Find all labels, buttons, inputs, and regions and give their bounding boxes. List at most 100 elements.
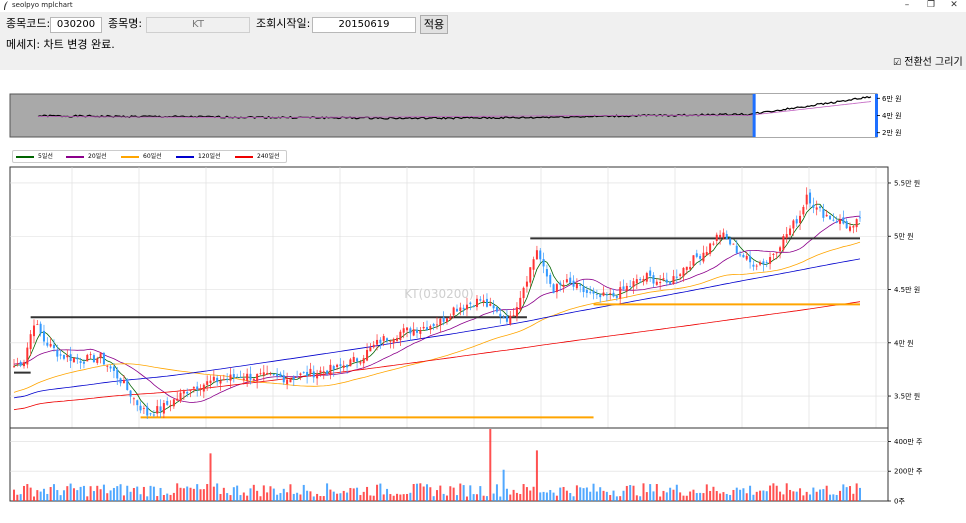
volume-bar	[172, 492, 175, 501]
turning-line-checkbox[interactable]: ☑ 전환선 그리기	[893, 56, 963, 70]
candle-body	[146, 406, 149, 416]
volume-bar	[382, 494, 385, 501]
candle-body	[529, 267, 532, 283]
volume-bar	[319, 496, 322, 501]
candle-body	[615, 295, 618, 298]
candle-body	[342, 365, 345, 368]
candle-body	[825, 214, 828, 217]
volume-bar	[462, 485, 465, 501]
volume-ytick-label: 200만 주	[894, 467, 923, 476]
volume-bar	[342, 490, 345, 501]
volume-bar	[575, 485, 578, 501]
volume-bar	[792, 491, 795, 501]
candle-body	[96, 358, 99, 363]
candle-body	[392, 338, 395, 344]
candle-body	[82, 361, 85, 364]
candle-body	[129, 390, 132, 397]
volume-bar	[139, 494, 142, 501]
close-button[interactable]: ✕	[950, 0, 958, 10]
start-date-input[interactable]: 20150619	[312, 17, 416, 33]
candle-body	[622, 286, 625, 289]
volume-bar	[562, 486, 565, 501]
candle-body	[372, 344, 375, 348]
volume-bar	[459, 483, 462, 501]
candle-body	[472, 306, 475, 308]
maximize-button[interactable]: ❐	[926, 0, 936, 10]
candle-body	[216, 377, 219, 383]
candle-body	[102, 352, 105, 365]
volume-ytick-label: 400만 주	[894, 437, 923, 446]
volume-bar	[152, 486, 155, 501]
candle-body	[62, 354, 65, 359]
candle-body	[469, 302, 472, 305]
candle-body	[192, 387, 195, 389]
candle-body	[632, 281, 635, 287]
volume-bar	[525, 487, 528, 501]
chart-canvas[interactable]: 6만 원 4만 원 2만 원 KT(030200) 5.5만 원 5만 원 4.5만 원 4만…	[0, 70, 966, 523]
volume-bar	[272, 488, 275, 501]
volume-bar	[825, 485, 828, 501]
volume-bar	[665, 492, 668, 501]
volume-bar	[595, 491, 598, 501]
volume-bar	[849, 486, 852, 501]
volume-bar	[659, 496, 662, 501]
candle-body	[559, 282, 562, 285]
apply-button[interactable]: 적용	[420, 15, 448, 34]
volume-bar	[346, 492, 349, 501]
candle-body	[179, 392, 182, 402]
candle-body	[356, 358, 359, 362]
checkbox-mark-icon[interactable]: ☑	[893, 58, 902, 68]
volume-bar	[432, 496, 435, 501]
volume-bar	[86, 496, 89, 501]
candle-body	[36, 324, 39, 326]
candle-body	[722, 232, 725, 238]
main-ytick-label: 4.5만 원	[894, 285, 920, 294]
candle-body	[19, 361, 22, 366]
volume-bar	[625, 485, 628, 501]
volume-bar	[535, 450, 538, 501]
main-ytick-label: 5.5만 원	[894, 178, 920, 187]
candle-body	[579, 284, 582, 286]
volume-bar	[672, 489, 675, 501]
candle-body	[525, 281, 528, 287]
candle-body	[156, 406, 159, 414]
volume-bar	[106, 493, 109, 501]
volume-bar	[119, 484, 122, 501]
volume-bar	[759, 490, 762, 501]
volume-bar	[679, 492, 682, 501]
candle-body	[72, 357, 75, 363]
volume-bar	[762, 490, 765, 501]
candle-body	[282, 375, 285, 383]
chart-area[interactable]: 6만 원 4만 원 2만 원 KT(030200) 5.5만 원 5만 원 4.5만 원 4만…	[0, 70, 966, 523]
candle-body	[609, 293, 612, 294]
volume-bar	[66, 486, 69, 501]
candle-body	[232, 374, 235, 378]
candle-body	[479, 299, 482, 301]
candle-body	[765, 262, 768, 263]
volume-bar	[159, 487, 162, 501]
candle-body	[176, 398, 179, 401]
volume-bar	[785, 483, 788, 501]
candle-body	[359, 362, 362, 364]
candle-body	[336, 364, 339, 367]
volume-bar	[329, 489, 332, 501]
volume-bar	[269, 486, 272, 501]
chart-watermark: KT(030200)	[404, 287, 473, 301]
candle-body	[805, 194, 808, 205]
volume-bar	[176, 483, 179, 501]
candle-body	[475, 298, 478, 308]
code-input[interactable]: 030200	[50, 17, 102, 33]
candle-body	[812, 204, 815, 208]
volume-bar	[216, 483, 219, 501]
volume-bar	[69, 483, 72, 501]
volume-bar	[579, 487, 582, 501]
volume-bar	[46, 493, 49, 501]
candle-body	[705, 252, 708, 256]
minimize-button[interactable]: –	[904, 0, 910, 10]
candle-body	[169, 404, 172, 406]
volume-bar	[379, 483, 382, 501]
volume-bar	[492, 493, 495, 501]
candle-body	[619, 287, 622, 299]
candle-body	[352, 356, 355, 363]
volume-bar	[692, 489, 695, 501]
